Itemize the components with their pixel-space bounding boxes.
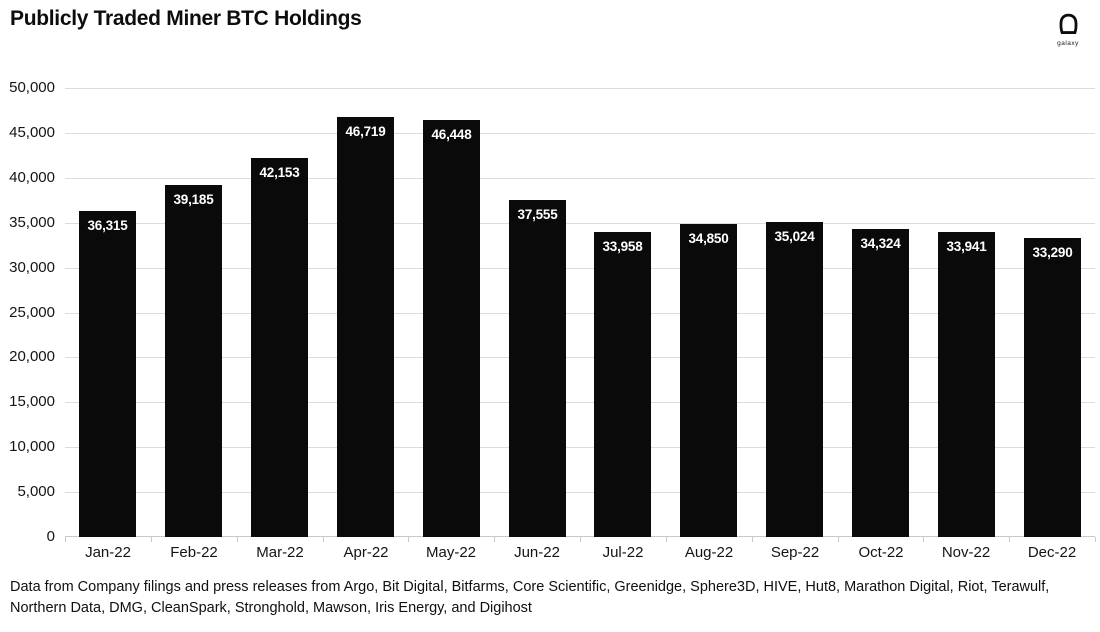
x-axis-tick [65, 537, 66, 542]
gridline-10000 [65, 447, 1095, 448]
x-axis-tick [1095, 537, 1096, 542]
bar-Apr-22: 46,719 [337, 117, 394, 537]
x-axis-tick [580, 537, 581, 542]
x-tick-label-Oct-22: Oct-22 [858, 544, 904, 561]
y-tick-label-5000: 5,000 [17, 483, 55, 500]
bar-value-label: 46,719 [345, 124, 386, 139]
x-tick-label-Jan-22: Jan-22 [85, 544, 131, 561]
bar-value-label: 35,024 [774, 229, 815, 244]
y-tick-label-45000: 45,000 [9, 124, 55, 141]
page-title: Publicly Traded Miner BTC Holdings [10, 7, 362, 30]
bar-value-label: 33,941 [946, 239, 987, 254]
x-axis-tick [151, 537, 152, 542]
gridline-30000 [65, 268, 1095, 269]
x-tick-label-Sep-22: Sep-22 [770, 544, 820, 561]
galaxy-logo-label: galaxy [1057, 40, 1079, 47]
x-tick-label-Jul-22: Jul-22 [602, 544, 644, 561]
y-tick-label-25000: 25,000 [9, 304, 55, 321]
bar-value-label: 36,315 [87, 218, 128, 233]
x-axis-tick [1009, 537, 1010, 542]
source-note-line2: Northern Data, DMG, CleanSpark, Strongho… [10, 600, 532, 617]
bar-Nov-22: 33,941 [938, 232, 995, 537]
bar-May-22: 46,448 [423, 120, 480, 537]
galaxy-logo: galaxy [1044, 12, 1092, 47]
x-tick-label-Nov-22: Nov-22 [941, 544, 991, 561]
source-note: Data from Company filings and press rele… [10, 577, 1090, 619]
gridline-45000 [65, 133, 1095, 134]
y-tick-label-15000: 15,000 [9, 393, 55, 410]
x-tick-label-Mar-22: Mar-22 [256, 544, 304, 561]
y-tick-label-10000: 10,000 [9, 438, 55, 455]
btc-holdings-bar-chart: 36,315 39,185 42,153 46,719 46,448 37,555 33,9… [0, 79, 1100, 573]
bar-Oct-22: 34,324 [852, 229, 909, 537]
x-axis-tick [494, 537, 495, 542]
x-axis-tick [237, 537, 238, 542]
bar-value-label: 33,958 [602, 239, 643, 254]
bar-value-label: 46,448 [431, 127, 472, 142]
bar-Dec-22: 33,290 [1024, 238, 1081, 537]
x-tick-label-Apr-22: Apr-22 [343, 544, 389, 561]
gridline-40000 [65, 178, 1095, 179]
y-tick-label-35000: 35,000 [9, 214, 55, 231]
bar-value-label: 39,185 [173, 192, 214, 207]
x-axis-tick [923, 537, 924, 542]
y-tick-label-50000: 50,000 [9, 79, 55, 96]
bar-value-label: 33,290 [1032, 245, 1073, 260]
bar-Jun-22: 37,555 [509, 200, 566, 537]
source-note-line1: Data from Company filings and press rele… [10, 579, 1050, 595]
bar-Sep-22: 35,024 [766, 222, 823, 537]
gridline-25000 [65, 313, 1095, 314]
y-tick-label-30000: 30,000 [9, 259, 55, 276]
bar-value-label: 42,153 [259, 165, 300, 180]
gridline-15000 [65, 402, 1095, 403]
x-tick-label-Feb-22: Feb-22 [170, 544, 218, 561]
x-axis-tick [752, 537, 753, 542]
bar-value-label: 34,324 [860, 236, 901, 251]
y-tick-label-40000: 40,000 [9, 169, 55, 186]
x-tick-label-Jun-22: Jun-22 [514, 544, 560, 561]
bar-Jul-22: 33,958 [594, 232, 651, 537]
bar-value-label: 37,555 [517, 207, 558, 222]
bar-Aug-22: 34,850 [680, 224, 737, 537]
galaxy-helmet-icon [1059, 13, 1077, 35]
bar-Jan-22: 36,315 [79, 211, 136, 537]
x-axis-tick [666, 537, 667, 542]
y-tick-label-20000: 20,000 [9, 348, 55, 365]
y-tick-label-0: 0 [46, 528, 55, 545]
gridline-35000 [65, 223, 1095, 224]
bar-value-label: 34,850 [688, 231, 729, 246]
gridline-5000 [65, 492, 1095, 493]
plot-area: 36,315 39,185 42,153 46,719 46,448 37,555 33,9… [65, 88, 1096, 542]
gridline-50000 [65, 88, 1095, 89]
gridline-0 [65, 536, 1095, 537]
bar-Feb-22: 39,185 [165, 185, 222, 537]
gridline-20000 [65, 357, 1095, 358]
x-tick-label-May-22: May-22 [425, 544, 477, 561]
x-axis-tick [838, 537, 839, 542]
x-tick-label-Dec-22: Dec-22 [1027, 544, 1077, 561]
bar-Mar-22: 42,153 [251, 158, 308, 537]
x-tick-label-Aug-22: Aug-22 [684, 544, 734, 561]
x-axis-tick [408, 537, 409, 542]
x-axis-tick [323, 537, 324, 542]
